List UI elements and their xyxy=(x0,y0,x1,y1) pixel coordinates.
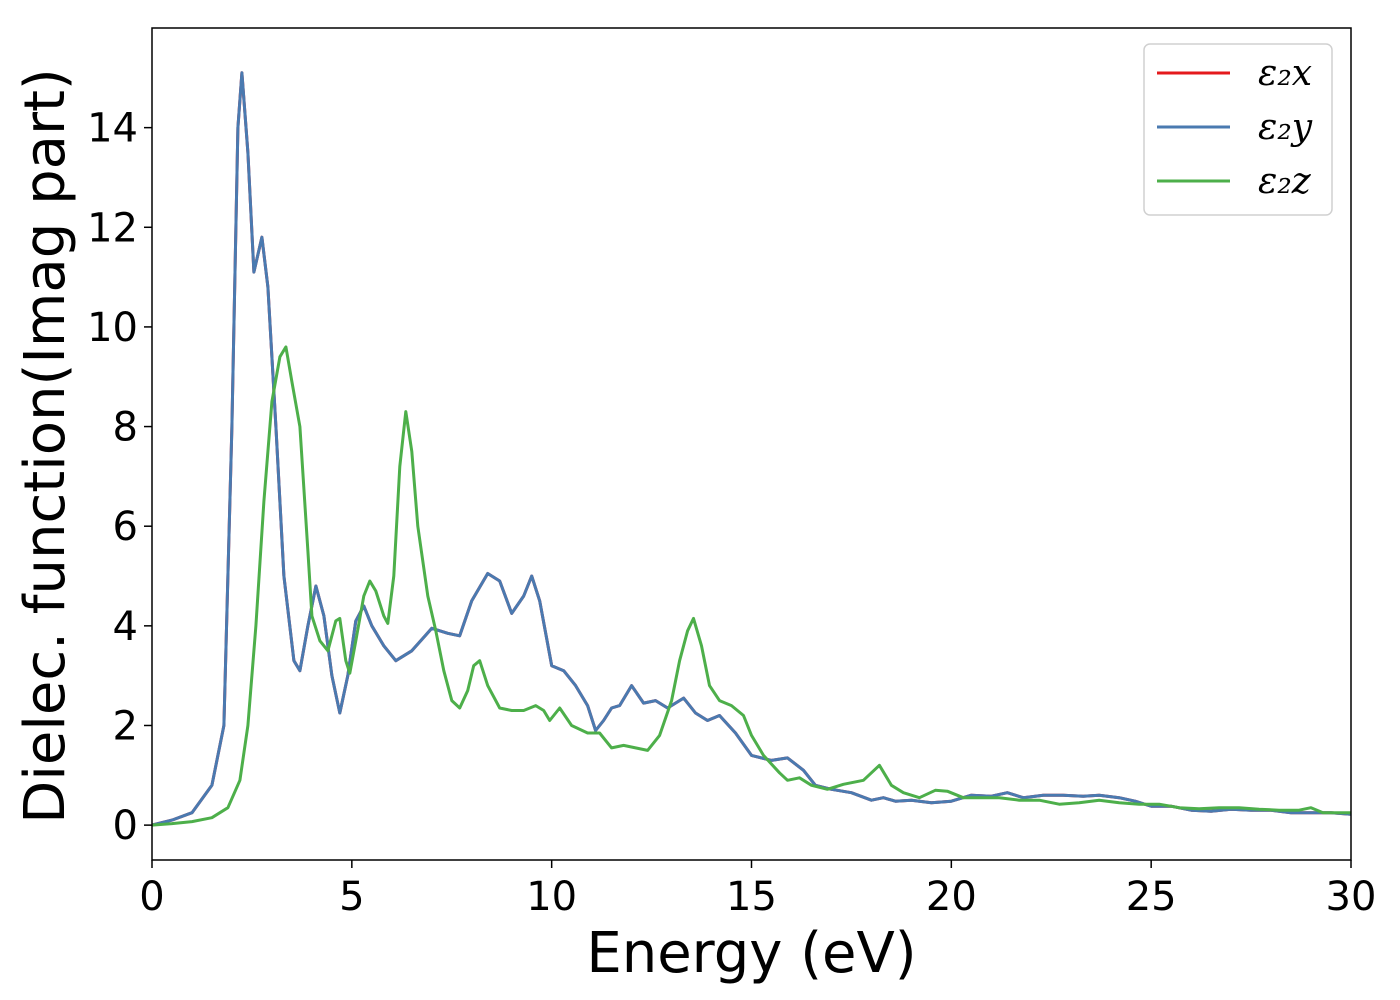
x-axis-label: Energy (eV) xyxy=(586,921,916,986)
x-tick-label: 30 xyxy=(1326,874,1377,920)
series-layer xyxy=(152,71,1351,827)
legend: ε₂x ε₂y ε₂z xyxy=(1143,43,1333,216)
x-tick-label: 20 xyxy=(926,874,977,920)
y-axis-label: Dielec. function(Imag part) xyxy=(13,68,78,824)
series-line-3 xyxy=(152,345,1351,827)
x-tick-label: 25 xyxy=(1126,874,1177,920)
legend-entry: ε₂y xyxy=(1258,107,1313,148)
y-tick-label: 4 xyxy=(113,604,138,650)
y-tick-label: 10 xyxy=(87,305,138,351)
y-tick-label: 0 xyxy=(113,803,138,849)
x-axis-ticks: 0 5 10 15 20 25 30 xyxy=(139,860,1376,920)
x-tick-label: 15 xyxy=(726,874,777,920)
legend-entry: ε₂z xyxy=(1258,161,1312,202)
x-tick-label: 5 xyxy=(339,874,364,920)
y-tick-label: 14 xyxy=(87,106,138,152)
x-tick-label: 0 xyxy=(139,874,164,920)
y-tick-label: 12 xyxy=(87,205,138,251)
y-tick-label: 8 xyxy=(113,405,138,451)
legend-box xyxy=(1143,43,1333,216)
y-tick-label: 6 xyxy=(113,504,138,550)
y-axis-ticks: 0 2 4 6 8 10 12 14 xyxy=(87,106,152,849)
legend-entry: ε₂x xyxy=(1258,53,1312,94)
y-tick-label: 2 xyxy=(113,703,138,749)
x-tick-label: 10 xyxy=(526,874,577,920)
series-line-2 xyxy=(152,71,1351,827)
